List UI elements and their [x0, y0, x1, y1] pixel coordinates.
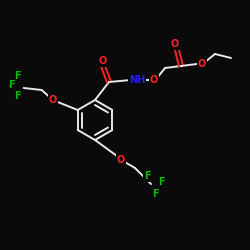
Text: O: O [171, 39, 179, 49]
Text: NH: NH [129, 75, 145, 85]
Text: O: O [48, 95, 57, 105]
Text: O: O [198, 59, 206, 69]
Text: O: O [117, 155, 125, 165]
Text: F: F [14, 91, 21, 101]
Text: F: F [158, 177, 164, 187]
Text: F: F [8, 80, 15, 90]
Text: F: F [152, 189, 158, 199]
Text: F: F [144, 171, 150, 181]
Text: O: O [99, 56, 107, 66]
Text: F: F [14, 71, 21, 81]
Text: O: O [150, 75, 158, 85]
